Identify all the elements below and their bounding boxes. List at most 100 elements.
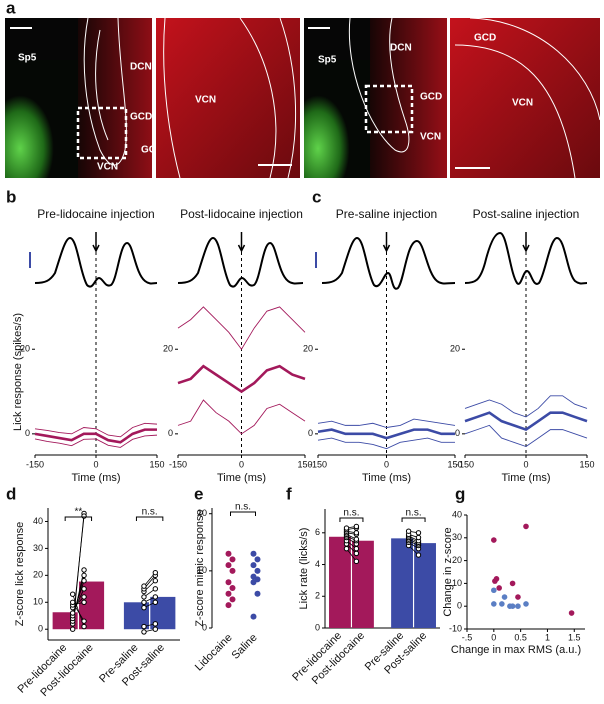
point (353, 536, 360, 542)
event-arrow (92, 232, 100, 253)
x-tick-label: -150 (309, 459, 327, 469)
annotation: n.s. (235, 502, 251, 513)
point (69, 599, 76, 605)
point (515, 603, 521, 609)
point (141, 629, 147, 635)
x-tick-label: 150 (149, 459, 164, 469)
y-tick-label: 20 (452, 555, 462, 565)
point (343, 525, 350, 531)
point (152, 599, 159, 605)
annotation: n.s. (343, 508, 359, 519)
y-tick-label: 0 (457, 601, 462, 611)
series-line (464, 424, 588, 448)
point (141, 623, 147, 630)
x-tick-label: Saline (230, 632, 260, 662)
y-tick-label: 0 (168, 428, 173, 438)
point (152, 626, 159, 632)
series-line (464, 411, 588, 432)
point (353, 545, 360, 552)
y-tick-label: 40 (33, 516, 43, 526)
micrograph-panel: Sp5 DCN GCD VCN GCD VCN Sp5 DCN GCD VCN … (5, 17, 601, 179)
x-tick-label: -150 (169, 459, 187, 469)
y-axis-label: Z-score lick response (14, 522, 26, 627)
point (69, 626, 76, 632)
chart-title: Post-saline injection (473, 207, 580, 221)
chart-title: Post-lidocaine injection (180, 207, 303, 221)
series-line (34, 422, 158, 438)
y-tick-label: -10 (449, 623, 462, 633)
x-tick-label: Lidocaine (193, 632, 235, 674)
outline (163, 17, 297, 179)
micrograph (450, 18, 600, 178)
region-label: VCN (97, 162, 118, 173)
point (353, 523, 360, 530)
y-tick-label: 20 (197, 508, 207, 518)
point (568, 610, 575, 616)
x-tick-label: 150 (579, 459, 594, 469)
point (353, 530, 360, 536)
bracket (230, 511, 256, 516)
event-arrow (382, 232, 391, 253)
annotation: n.s. (142, 507, 158, 518)
y-tick-label: 0 (455, 428, 460, 438)
region-label: GCD (420, 92, 442, 103)
y-tick-label: 20 (450, 344, 460, 354)
series-line (34, 428, 157, 444)
x-tick-label: 150 (447, 459, 462, 469)
region-label: VCN (512, 98, 533, 109)
point (515, 594, 521, 600)
y-tick-label: 20 (303, 344, 313, 354)
point (69, 610, 76, 616)
point (225, 590, 232, 597)
micrograph-region (5, 60, 80, 178)
point (254, 556, 261, 563)
point (152, 578, 159, 584)
x-tick-label: 0 (384, 459, 389, 469)
series-line (317, 418, 456, 428)
point (523, 601, 529, 607)
y-tick-label: 0 (315, 622, 320, 632)
point (415, 530, 422, 536)
region-label: DCN (130, 62, 152, 73)
region-label: VCN (420, 132, 441, 143)
bracket (64, 516, 93, 521)
point (250, 613, 257, 620)
x-axis-label: Time (ms) (217, 472, 266, 484)
y-tick-label: 0 (38, 624, 43, 634)
point (509, 603, 516, 609)
point (343, 545, 350, 552)
point (69, 591, 76, 597)
y-tick-label: 30 (452, 532, 462, 542)
y-tick-label: 40 (452, 509, 462, 519)
x-tick-label: 0 (93, 459, 98, 469)
region-label: Sp5 (18, 53, 37, 64)
bracket (135, 516, 164, 521)
point (509, 580, 516, 587)
bracket (401, 517, 426, 522)
x-axis-label: Time (ms) (71, 472, 120, 484)
y-tick-label: 20 (20, 344, 30, 354)
lick-trace (321, 236, 456, 290)
point (152, 569, 159, 576)
point (225, 602, 232, 609)
point (81, 567, 87, 573)
annotation: n.s. (405, 508, 421, 519)
point (254, 567, 261, 574)
chart-title: Pre-lidocaine injection (37, 207, 154, 221)
panel-label: c (312, 187, 321, 206)
region-label: DCN (390, 43, 412, 54)
y-tick-label: 30 (33, 543, 43, 553)
panel-label: a (6, 0, 16, 17)
y-axis-label: Z-score mimic response (194, 509, 206, 626)
point (81, 513, 87, 519)
point (229, 567, 236, 574)
point (499, 601, 505, 607)
x-axis-label: Time (ms) (362, 472, 411, 484)
point (250, 550, 257, 557)
region-label: GCD (141, 145, 163, 156)
outline (83, 17, 127, 166)
point (141, 604, 147, 611)
outline (348, 17, 410, 153)
y-tick-label: 10 (33, 597, 43, 607)
